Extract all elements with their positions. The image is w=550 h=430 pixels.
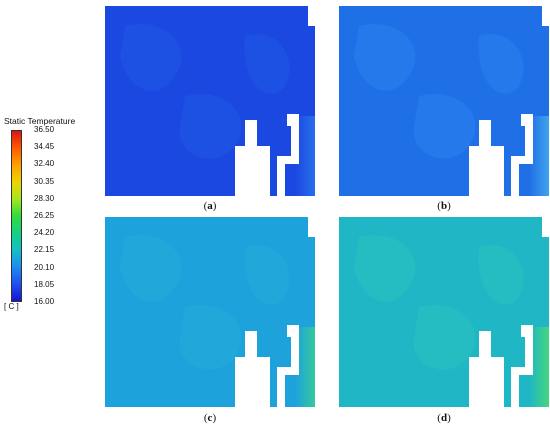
- contour-panel-c: [105, 217, 315, 407]
- flow-patch: [179, 94, 242, 159]
- obstacle: [469, 120, 504, 196]
- contour-panel-b: [339, 6, 549, 196]
- obstacle: [511, 325, 533, 407]
- contour-panel-a: [105, 6, 315, 196]
- contour-svg: [105, 6, 315, 196]
- caption-a: (a): [203, 200, 217, 212]
- legend-tick-label: 34.45: [34, 142, 55, 152]
- legend-tick-label: 24.20: [34, 228, 55, 238]
- obstacle: [277, 114, 299, 196]
- flow-patch: [413, 305, 476, 370]
- obstacle: [511, 114, 533, 196]
- temperature-legend: Static Temperature 36.50 34.45 32.40 30.35 2…: [0, 110, 100, 311]
- flow-patch: [120, 24, 182, 91]
- obstacle: [469, 331, 504, 407]
- contour-panel-d: [339, 217, 549, 407]
- caption-c: (c): [203, 412, 217, 424]
- flow-patch: [179, 305, 242, 370]
- legend-tick-label: 30.35: [34, 176, 55, 186]
- obstacle: [235, 331, 270, 407]
- flow-patch: [120, 235, 182, 302]
- flow-patch: [413, 94, 476, 159]
- caption-a-letter: a: [207, 200, 213, 212]
- contour-svg: [339, 217, 549, 407]
- legend-tick-label: 28.30: [34, 193, 55, 203]
- flow-patch: [244, 245, 290, 305]
- contour-svg: [105, 217, 315, 407]
- legend-tick-label: 32.40: [34, 159, 55, 169]
- obstacle: [277, 325, 299, 407]
- legend-tick-label: 16.00: [34, 297, 55, 306]
- legend-tick-label: 20.10: [34, 262, 55, 272]
- legend-tick-label: 26.25: [34, 211, 55, 220]
- flow-patch: [478, 245, 524, 305]
- flow-patch: [244, 34, 290, 94]
- obstacle: [542, 6, 549, 26]
- caption-b: (b): [437, 200, 451, 212]
- caption-b-letter: b: [440, 200, 448, 212]
- obstacle: [308, 6, 315, 26]
- obstacle: [542, 217, 549, 237]
- legend-units: [ C ]: [4, 302, 19, 311]
- flow-patch: [354, 235, 416, 302]
- caption-d-letter: d: [440, 412, 448, 424]
- legend-title: Static Temperature: [4, 116, 76, 126]
- caption-c-letter: c: [207, 412, 213, 424]
- flow-patch: [354, 24, 416, 91]
- caption-d: (d): [437, 412, 451, 424]
- obstacle: [308, 217, 315, 237]
- color-bar: [11, 130, 22, 302]
- obstacle: [235, 120, 270, 196]
- flow-patch: [478, 34, 524, 94]
- legend-tick-label: 36.50: [34, 125, 55, 134]
- contour-svg: [339, 6, 549, 196]
- legend-tick-label: 22.15: [34, 245, 55, 255]
- legend-tick-label: 18.05: [34, 279, 55, 289]
